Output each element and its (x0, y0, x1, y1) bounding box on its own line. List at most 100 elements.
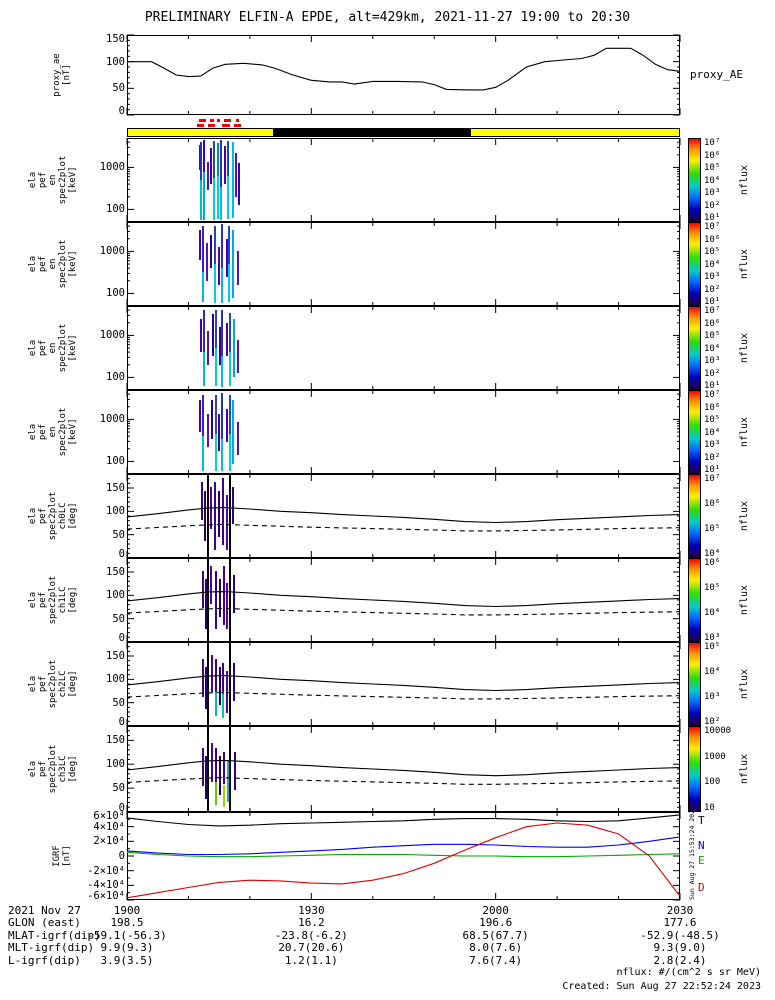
spectrogram-stripe (232, 400, 235, 464)
availability-bar (127, 128, 680, 137)
created-timestamp: Created: Sun Aug 27 22:52:24 2023 (562, 980, 761, 992)
spectrogram-stripe (218, 490, 221, 537)
spectrogram-stripe (213, 141, 216, 179)
panel-en_spec_a (126, 138, 681, 222)
spectrogram-stripe (202, 747, 205, 787)
series-N (126, 836, 681, 856)
spectrogram-stripe (228, 352, 231, 386)
en_spec_b-ylabel: ela pef en spec2plot [keV] (28, 239, 79, 289)
burst-mark (222, 123, 230, 127)
series-ch3lc-dashed (126, 777, 681, 785)
colorbar-title: nflux (739, 753, 750, 785)
footer-notes: nflux: #/(cm^2 s sr MeV) Created: Sun Au… (562, 966, 761, 993)
y-tick-label: 100 (106, 589, 125, 602)
burst-mark (209, 119, 214, 122)
colorbar-tick-label: 10³ (704, 356, 721, 366)
spectrogram-stripe (210, 234, 213, 269)
spectrogram-stripe (199, 318, 202, 353)
colorbar-tick-label: 10² (704, 284, 721, 295)
y-tick-label: 50 (112, 612, 125, 625)
ch2lc-colorbar (688, 642, 701, 726)
spectrogram-stripe (212, 314, 214, 357)
spectrogram-stripe (214, 433, 217, 471)
colorbar-tick-label: 10² (704, 452, 721, 463)
en_spec_c-colorbar (688, 306, 701, 390)
colorbar-tick-label: 10⁶ (704, 150, 721, 161)
spectrogram-stripe (220, 268, 223, 304)
series-ch0lc-solid (126, 507, 681, 524)
spectrogram-stripe (210, 654, 213, 693)
colorbar-tick-label: 10⁵ (704, 524, 721, 534)
y-tick-label: 150 (106, 566, 125, 578)
axis-row-value: 177.6 (663, 916, 697, 930)
proxy_ae-ylabel: proxy_ae [nT] (52, 53, 73, 97)
spectrogram-stripe (225, 495, 228, 550)
en_spec_d-ylabel: ela pef en spec2plot [keV] (28, 407, 79, 457)
spectrogram-stripe (219, 756, 222, 795)
y-tick-label: 100 (106, 455, 125, 468)
colorbar-tick-label: 1000 (704, 751, 726, 762)
spectrogram-stripe (227, 175, 230, 220)
axis-row-value: 68.5(67.7) (462, 928, 529, 942)
series-ch2lc-dashed (126, 691, 681, 700)
panel-proxy_ae (126, 34, 681, 116)
y-tick-label: 0 (118, 632, 125, 644)
axis-row-value: 9.9(9.3) (100, 941, 154, 955)
spectrogram-stripe (204, 579, 207, 630)
y-tick-label: 150 (106, 734, 125, 747)
spectrogram-stripe (209, 148, 212, 185)
panel-ch1lc (126, 557, 681, 643)
colorbar-tick-label: 10⁴ (704, 343, 721, 354)
colorbar-tick-label: 10¹ (704, 213, 721, 223)
spectrogram-stripe (226, 760, 229, 802)
colorbar-tick-label: 10⁶ (704, 318, 721, 329)
y-tick-label: 1000 (99, 329, 125, 342)
series-T (126, 814, 681, 827)
spectrogram-stripe (221, 478, 224, 546)
colorbar-title: nflux (739, 416, 750, 448)
colorbar-tick-label: 10² (704, 717, 721, 727)
colorbar-tick-label: 10⁷ (704, 138, 721, 148)
spectrogram-stripe (214, 692, 217, 716)
spectrogram-stripe (203, 139, 206, 172)
axis-row-value: 9.3(9.0) (653, 941, 707, 955)
en_spec_c-ylabel: ela pef en spec2plot [keV] (28, 323, 79, 373)
axis-row-label: 2021 Nov 27 (8, 904, 81, 917)
spectrogram-stripe (223, 784, 226, 807)
spectrogram-stripe (199, 400, 202, 432)
axis-row-label: MLT-igrf(dip) (8, 941, 95, 955)
spectrogram-stripe (221, 310, 224, 357)
colorbar-title: nflux (739, 668, 750, 700)
axis-row-value: 16.2 (298, 916, 325, 930)
y-tick-label: 0 (118, 850, 125, 862)
colorbar-tick-label: 10⁷ (704, 390, 721, 400)
ch0lc-colorbar (688, 474, 701, 558)
igrf-component-label-D: D (698, 880, 705, 894)
panel-igrf (126, 811, 681, 901)
panel-en_spec_d (126, 390, 681, 474)
burst-mark (197, 123, 205, 127)
spectrogram-stripe (203, 171, 206, 221)
colorbar-tick-label: 10⁵ (704, 247, 721, 257)
proxy_ae-right-label: proxy_AE (690, 68, 743, 81)
colorbar-tick-label: 10⁵ (704, 163, 721, 173)
panel-ch3lc (126, 725, 681, 813)
y-tick-label: 0 (118, 716, 125, 728)
y-tick-label: 0 (118, 802, 125, 814)
spectrogram-stripe (213, 226, 216, 264)
spectrogram-stripe (214, 310, 217, 348)
colorbar-title: nflux (739, 584, 750, 616)
spectrogram-stripe (204, 490, 206, 542)
y-tick-label: -2×10⁴ (87, 864, 125, 877)
y-tick-label: 100 (106, 758, 125, 771)
spectrogram-stripe (220, 223, 223, 269)
colorbar-tick-label: 10⁷ (704, 222, 721, 232)
axis-row-value: 2.8(2.4) (653, 953, 707, 967)
spectrogram-stripe (207, 331, 210, 365)
spectrogram-stripe (229, 474, 232, 558)
spectrogram-stripe (232, 663, 235, 701)
spectrogram-stripe (210, 566, 213, 605)
spectrogram-stripe (207, 474, 210, 558)
spectrogram-stripe (206, 413, 209, 448)
